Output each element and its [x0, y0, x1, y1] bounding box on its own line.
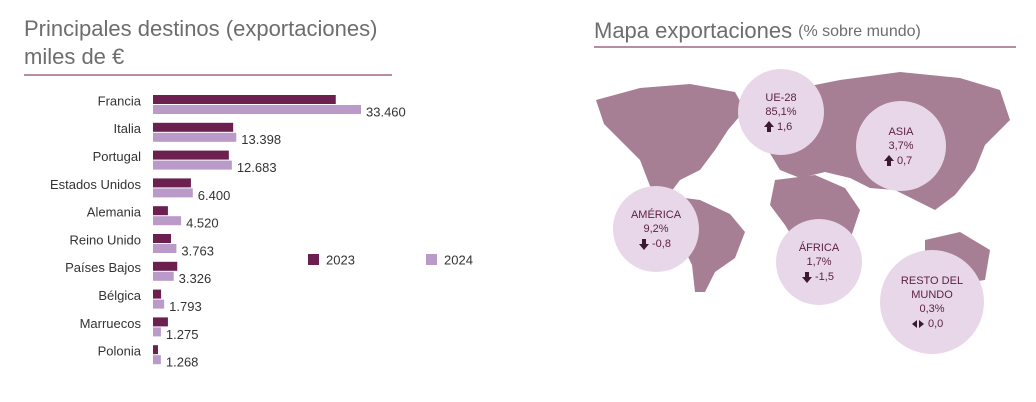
region-bubble: UE-28 85,1% 1,6	[738, 69, 824, 155]
map-title-group: Mapa exportaciones (% sobre mundo)	[594, 18, 921, 43]
legend-label: 2023	[326, 252, 355, 267]
bar	[153, 289, 162, 299]
region-name: ASIA	[888, 126, 914, 138]
region-name: UE-28	[765, 92, 796, 104]
legend-label: 2024	[444, 252, 473, 267]
bar	[153, 216, 182, 226]
bar	[153, 160, 232, 170]
region-name: MUNDO	[911, 289, 953, 301]
bar	[153, 105, 361, 114]
region-share: 9,2%	[643, 223, 668, 235]
y-tick-label: Alemania	[87, 205, 142, 220]
y-tick-label: Italia	[114, 121, 142, 136]
region-name: ÁFRICA	[799, 241, 840, 254]
trend-icon	[884, 155, 894, 166]
data-label: 1.275	[166, 327, 199, 342]
bubble	[856, 101, 946, 191]
region-share: 85,1%	[765, 106, 796, 118]
legend-swatch	[426, 254, 437, 265]
y-tick-label: Polonia	[98, 344, 142, 359]
region-share: 3,7%	[888, 140, 913, 152]
bubble	[880, 250, 984, 354]
region-name: RESTO DEL	[901, 275, 963, 287]
y-tick-label: Países Bajos	[65, 260, 141, 275]
region-bubble: ASIA 3,7% 0,7	[856, 101, 946, 191]
region-change: -0,8	[652, 238, 671, 250]
region-bubble: ÁFRICA 1,7% -1,5	[776, 219, 862, 305]
y-tick-label: Francia	[98, 93, 142, 108]
data-label: 4.520	[186, 216, 219, 231]
bar	[153, 95, 336, 104]
bar	[153, 178, 191, 188]
y-tick-label: Bélgica	[98, 288, 141, 303]
region-change: 1,6	[777, 121, 792, 133]
data-label: 3.326	[179, 271, 212, 286]
bar	[153, 345, 158, 355]
trend-icon	[639, 239, 649, 250]
data-label: 6.400	[198, 188, 231, 203]
bar	[153, 355, 161, 365]
trend-icon	[912, 320, 924, 328]
bar	[153, 244, 177, 253]
bar	[153, 299, 165, 309]
north-america	[596, 84, 745, 196]
bubble	[613, 186, 699, 272]
data-label: 12.683	[237, 160, 277, 175]
bar	[153, 261, 178, 271]
region-bubble: RESTO DEL MUNDO 0,3% 0,0	[880, 250, 984, 354]
region-bubble: AMÉRICA 9,2% -0,8	[613, 186, 699, 272]
bar	[153, 188, 193, 198]
legend-swatch	[308, 254, 319, 265]
map-title-text: Mapa exportaciones	[594, 18, 792, 43]
map-subtitle: (% sobre mundo)	[798, 23, 921, 40]
y-tick-label: Reino Unido	[69, 232, 141, 247]
trend-icon	[802, 272, 812, 283]
bar	[153, 206, 168, 216]
region-share: 1,7%	[806, 256, 831, 268]
bar	[153, 234, 172, 243]
bar	[153, 327, 161, 337]
bubble	[776, 219, 862, 305]
region-change: 0,7	[897, 155, 912, 167]
y-tick-label: Estados Unidos	[50, 177, 142, 192]
bar	[153, 122, 234, 132]
y-tick-label: Portugal	[93, 149, 142, 164]
map-title: Mapa exportaciones (% sobre mundo)	[594, 18, 921, 43]
region-name: AMÉRICA	[631, 208, 682, 221]
chart-subtitle: miles de €	[24, 44, 124, 69]
region-change: -1,5	[815, 271, 834, 283]
data-label: 3.763	[181, 243, 214, 258]
bubble	[738, 69, 824, 155]
region-share: 0,3%	[919, 303, 944, 315]
bar	[153, 271, 174, 281]
trend-icon	[764, 121, 774, 132]
data-label: 1.793	[169, 299, 202, 314]
data-label: 33.460	[366, 104, 406, 119]
chart-title: Principales destinos (exportaciones)	[24, 16, 377, 41]
bar	[153, 150, 229, 160]
y-tick-label: Marruecos	[80, 316, 142, 331]
data-label: 1.268	[166, 355, 199, 370]
data-label: 13.398	[241, 132, 281, 147]
region-change: 0,0	[928, 318, 943, 330]
bar	[153, 132, 237, 142]
bar	[153, 317, 168, 327]
